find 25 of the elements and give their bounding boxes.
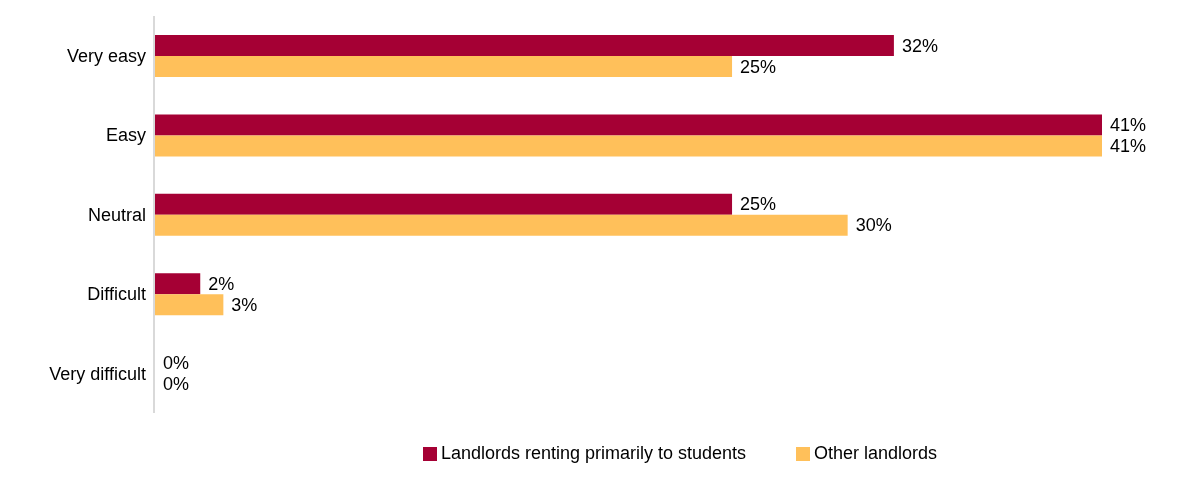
data-label: 25% — [740, 194, 777, 215]
bar — [154, 56, 733, 78]
bar — [154, 135, 1102, 157]
data-label: 0% — [163, 374, 190, 395]
bar — [154, 114, 1102, 136]
bar — [154, 35, 894, 57]
data-label: 25% — [740, 56, 777, 77]
y-tick-label: Very difficult — [49, 363, 146, 384]
legend-label: Landlords renting primarily to students — [440, 443, 747, 463]
y-tick-label: Very easy — [66, 46, 146, 67]
bar — [154, 294, 224, 316]
data-label: 3% — [231, 294, 258, 315]
data-label: 32% — [901, 35, 938, 56]
data-label: 0% — [163, 353, 190, 374]
data-label: 41% — [1110, 114, 1147, 135]
data-label: 2% — [208, 273, 235, 294]
bar — [154, 214, 848, 236]
y-tick-label: Neutral — [87, 204, 146, 225]
bar — [154, 193, 733, 215]
data-label: 41% — [1110, 135, 1147, 156]
y-tick-label: Easy — [105, 125, 146, 146]
bar — [154, 273, 201, 295]
y-tick-label: Difficult — [87, 284, 146, 305]
legend-label: Other landlords — [814, 443, 938, 463]
data-label: 30% — [855, 215, 892, 236]
